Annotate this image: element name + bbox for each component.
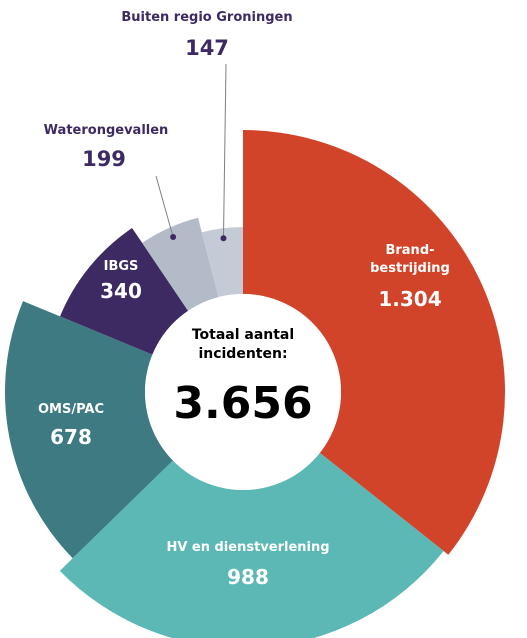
slice-hv <box>59 452 444 638</box>
slice-value-oms: 678 <box>50 425 92 449</box>
slice-water <box>142 217 219 311</box>
slice-brand <box>243 130 505 555</box>
center-hole <box>145 294 341 490</box>
leader-dot-water <box>170 234 177 241</box>
slice-value-ibgs: 340 <box>100 279 142 303</box>
slice-value-hv: 988 <box>227 565 269 589</box>
outer-value-buiten: 147 <box>185 36 229 60</box>
leader-lines-group <box>155 63 227 242</box>
slice-label-brand-line2: bestrijding <box>370 261 450 276</box>
leader-line-buiten <box>222 63 227 239</box>
slice-label-hv: HV en dienstverlening <box>166 540 329 555</box>
slice-ibgs <box>60 227 189 355</box>
slice-label-ibgs: IBGS <box>104 259 139 274</box>
outer-value-water: 199 <box>82 147 126 171</box>
slice-buiten <box>201 227 243 298</box>
slice-value-brand: 1.304 <box>378 287 441 311</box>
slices-group <box>5 130 505 638</box>
leader-dot-buiten <box>220 235 227 242</box>
center-total-value: 3.656 <box>173 378 312 429</box>
slice-oms <box>5 301 173 559</box>
outer-label-buiten: Buiten regio Groningen <box>121 10 292 25</box>
outer-label-water: Waterongevallen <box>44 123 169 138</box>
center-title-line2: incidenten: <box>198 346 287 362</box>
slice-label-oms: OMS/PAC <box>38 402 104 417</box>
leader-line-water <box>155 175 174 238</box>
slice-label-brand-line1: Brand- <box>385 243 434 258</box>
center-title-line1: Totaal aantal <box>192 327 294 343</box>
